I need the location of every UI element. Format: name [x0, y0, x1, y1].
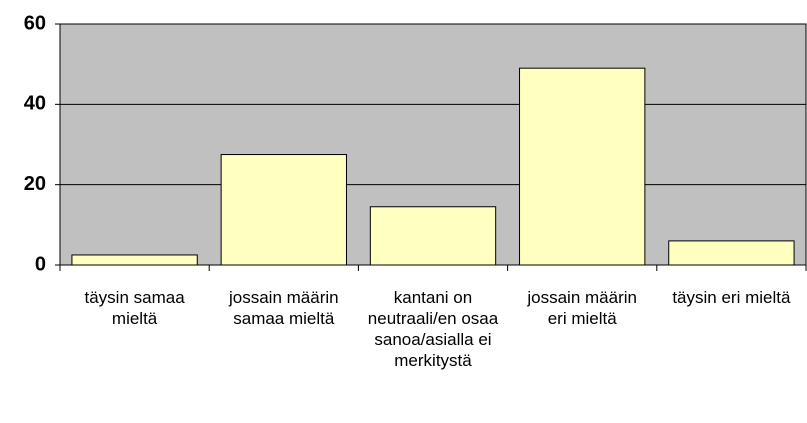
- x-tick-label: kantani on neutraali/en osaa sanoa/asial…: [367, 288, 499, 370]
- bar: [519, 67, 646, 266]
- bar: [369, 206, 497, 266]
- bar: [668, 240, 795, 266]
- y-tick-label: 20: [24, 173, 46, 195]
- x-tick-label: jossain määrin eri mieltä: [527, 288, 637, 328]
- y-tick-label: 0: [35, 253, 46, 275]
- bar: [220, 154, 347, 266]
- x-tick-label: täysin eri mieltä: [672, 288, 791, 307]
- y-tick-label: 60: [24, 12, 46, 34]
- y-tick-label: 40: [24, 93, 46, 115]
- x-tick-label: täysin samaa mieltä: [84, 288, 185, 328]
- x-tick-label: jossain määrin samaa mieltä: [228, 288, 339, 328]
- bar: [71, 254, 198, 266]
